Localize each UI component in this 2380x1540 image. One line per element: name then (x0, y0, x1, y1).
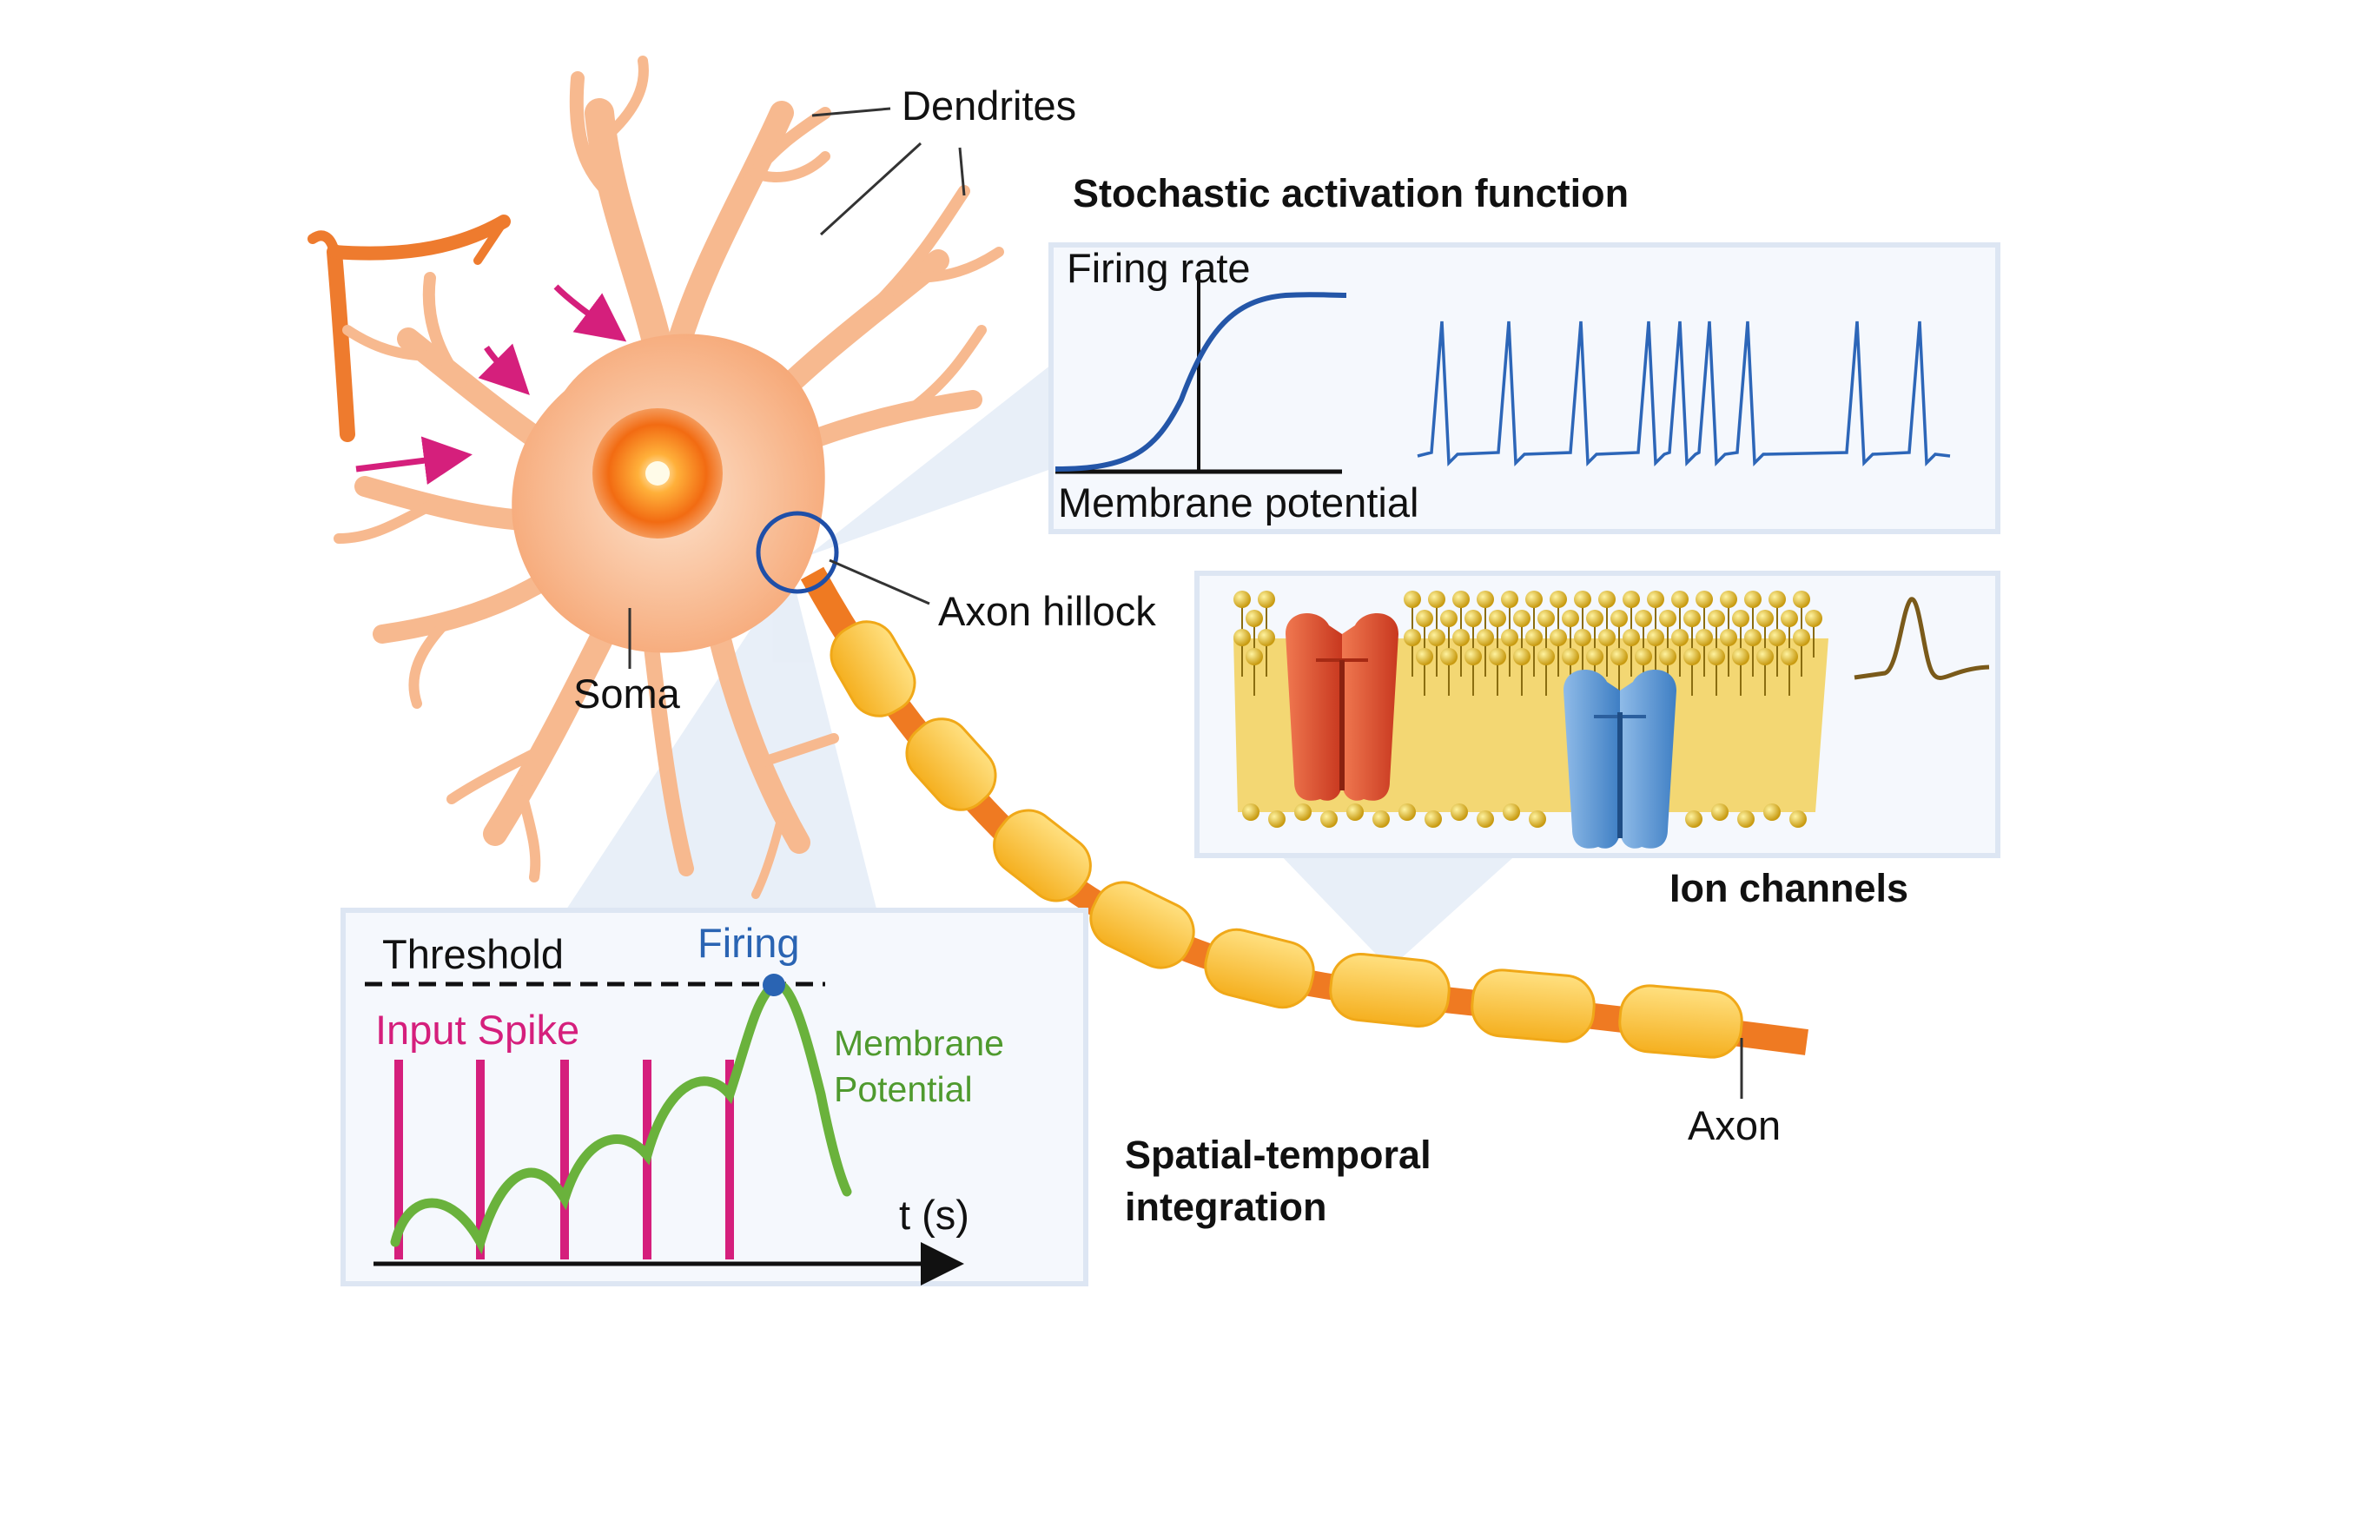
membrane-potential-axis-label: Membrane potential (1058, 479, 1418, 525)
axon-hillock-label: Axon hillock (938, 588, 1156, 634)
sigmoid-curve (1054, 292, 1347, 472)
firing-point (763, 974, 785, 996)
spike-train (1417, 321, 1951, 467)
axon-label: Axon (1688, 1102, 1781, 1148)
input-arrow (355, 436, 473, 485)
input-arrow (478, 343, 530, 395)
action-potential-icon (1854, 597, 1990, 680)
myelin-sheath (1329, 952, 1451, 1028)
integration-panel: Threshold Firing Input Spike Membrane Po… (340, 908, 1088, 1286)
ion-channels-heading: Ion channels (1669, 866, 1908, 910)
axon-hillock-marker (756, 511, 839, 594)
axon-to-ion-cone (1277, 851, 1520, 968)
firing-rate-label: Firing rate (1067, 245, 1251, 291)
ion-channel-panel (1194, 571, 2000, 858)
membrane-potential-curve (390, 979, 852, 1255)
hillock-to-activation-cone (808, 365, 1051, 556)
input-arrow (553, 284, 627, 342)
myelin-sheath (1204, 928, 1315, 1009)
membrane-label-line1: Membrane (834, 1023, 1004, 1063)
stochastic-heading: Stochastic activation function (1073, 171, 1629, 215)
leader-lines (628, 107, 1743, 1099)
myelin-sheath (1471, 968, 1596, 1043)
spatial-temporal-heading: Spatial-temporal (1125, 1133, 1431, 1177)
lipid-heads (1233, 591, 1822, 828)
activation-panel-frame (1048, 242, 2000, 534)
membrane-label-line2: Potential (834, 1069, 973, 1109)
axon (800, 566, 1808, 1059)
myelin-sheath (993, 809, 1092, 902)
activation-panel: Firing rate Membrane potential (1048, 242, 2000, 534)
myelin-sheath (830, 620, 916, 717)
threshold-label: Threshold (382, 931, 564, 977)
dendrites-label: Dendrites (902, 83, 1076, 129)
input-arrows (355, 284, 627, 485)
integration-heading: integration (1125, 1185, 1327, 1229)
time-axis-label: t (s) (899, 1192, 969, 1238)
myelin-sheath (1089, 881, 1195, 969)
myelin-sheath (1618, 984, 1743, 1059)
input-axon-terminal (307, 215, 511, 442)
blue-ion-channel (1564, 670, 1676, 849)
firing-label: Firing (697, 920, 800, 966)
input-spike-label: Input Spike (375, 1007, 579, 1053)
nucleolus (645, 461, 670, 486)
soma-label: Soma (573, 671, 681, 717)
red-ion-channel (1286, 613, 1398, 801)
myelin-sheath (905, 717, 997, 811)
